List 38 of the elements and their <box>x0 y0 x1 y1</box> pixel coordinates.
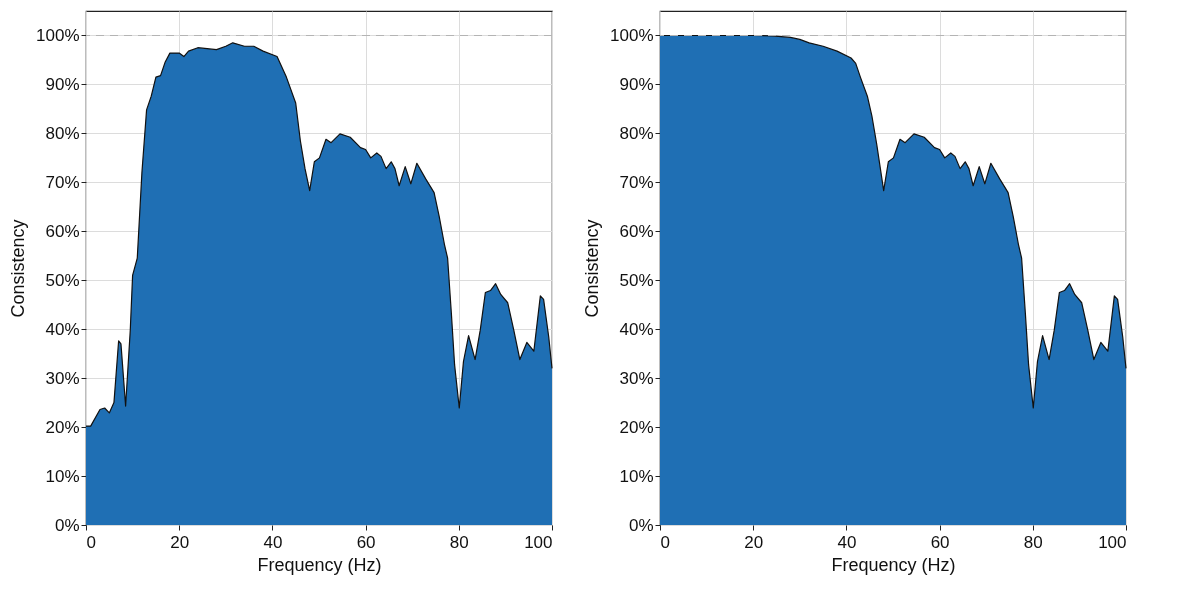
x-tick-label: 20 <box>170 532 190 552</box>
x-tick-label: 0 <box>86 532 96 552</box>
x-tick-label: 40 <box>263 532 283 552</box>
y-tick-label: 70% <box>619 172 654 192</box>
y-tick-label: 20% <box>619 417 654 437</box>
y-tick-label: 30% <box>619 368 654 388</box>
x-axis-title: Frequency (Hz) <box>831 554 956 575</box>
x-tick-label: 60 <box>930 532 950 552</box>
x-tick-label: 100 <box>524 532 553 552</box>
y-tick-label: 40% <box>619 319 654 339</box>
y-tick-label: 50% <box>45 270 80 290</box>
y-tick-label: 0% <box>628 515 654 535</box>
x-tick-label: 60 <box>356 532 376 552</box>
y-tick-label: 10% <box>45 466 80 486</box>
y-tick-label: 70% <box>45 172 80 192</box>
y-axis-title: Consistency <box>582 219 603 318</box>
x-tick-label: 80 <box>449 532 469 552</box>
y-tick-label: 0% <box>54 515 80 535</box>
y-tick-label: 10% <box>619 466 654 486</box>
y-axis-title: Consistency <box>8 219 29 318</box>
x-tick-label: 40 <box>837 532 857 552</box>
x-tick-label: 80 <box>1023 532 1043 552</box>
y-tick-label: 50% <box>619 270 654 290</box>
y-tick-label: 30% <box>45 368 80 388</box>
y-tick-label: 100% <box>610 25 654 45</box>
x-tick-label: 100 <box>1098 532 1127 552</box>
y-tick-label: 40% <box>45 319 80 339</box>
x-tick-label: 20 <box>744 532 764 552</box>
y-tick-label: 100% <box>36 25 80 45</box>
y-tick-label: 80% <box>619 123 654 143</box>
y-tick-label: 90% <box>45 74 80 94</box>
y-tick-label: 20% <box>45 417 80 437</box>
y-tick-label: 80% <box>45 123 80 143</box>
y-tick-label: 60% <box>45 221 80 241</box>
x-axis-title: Frequency (Hz) <box>257 554 382 575</box>
y-tick-label: 60% <box>619 221 654 241</box>
x-tick-label: 0 <box>660 532 670 552</box>
y-tick-label: 90% <box>619 74 654 94</box>
